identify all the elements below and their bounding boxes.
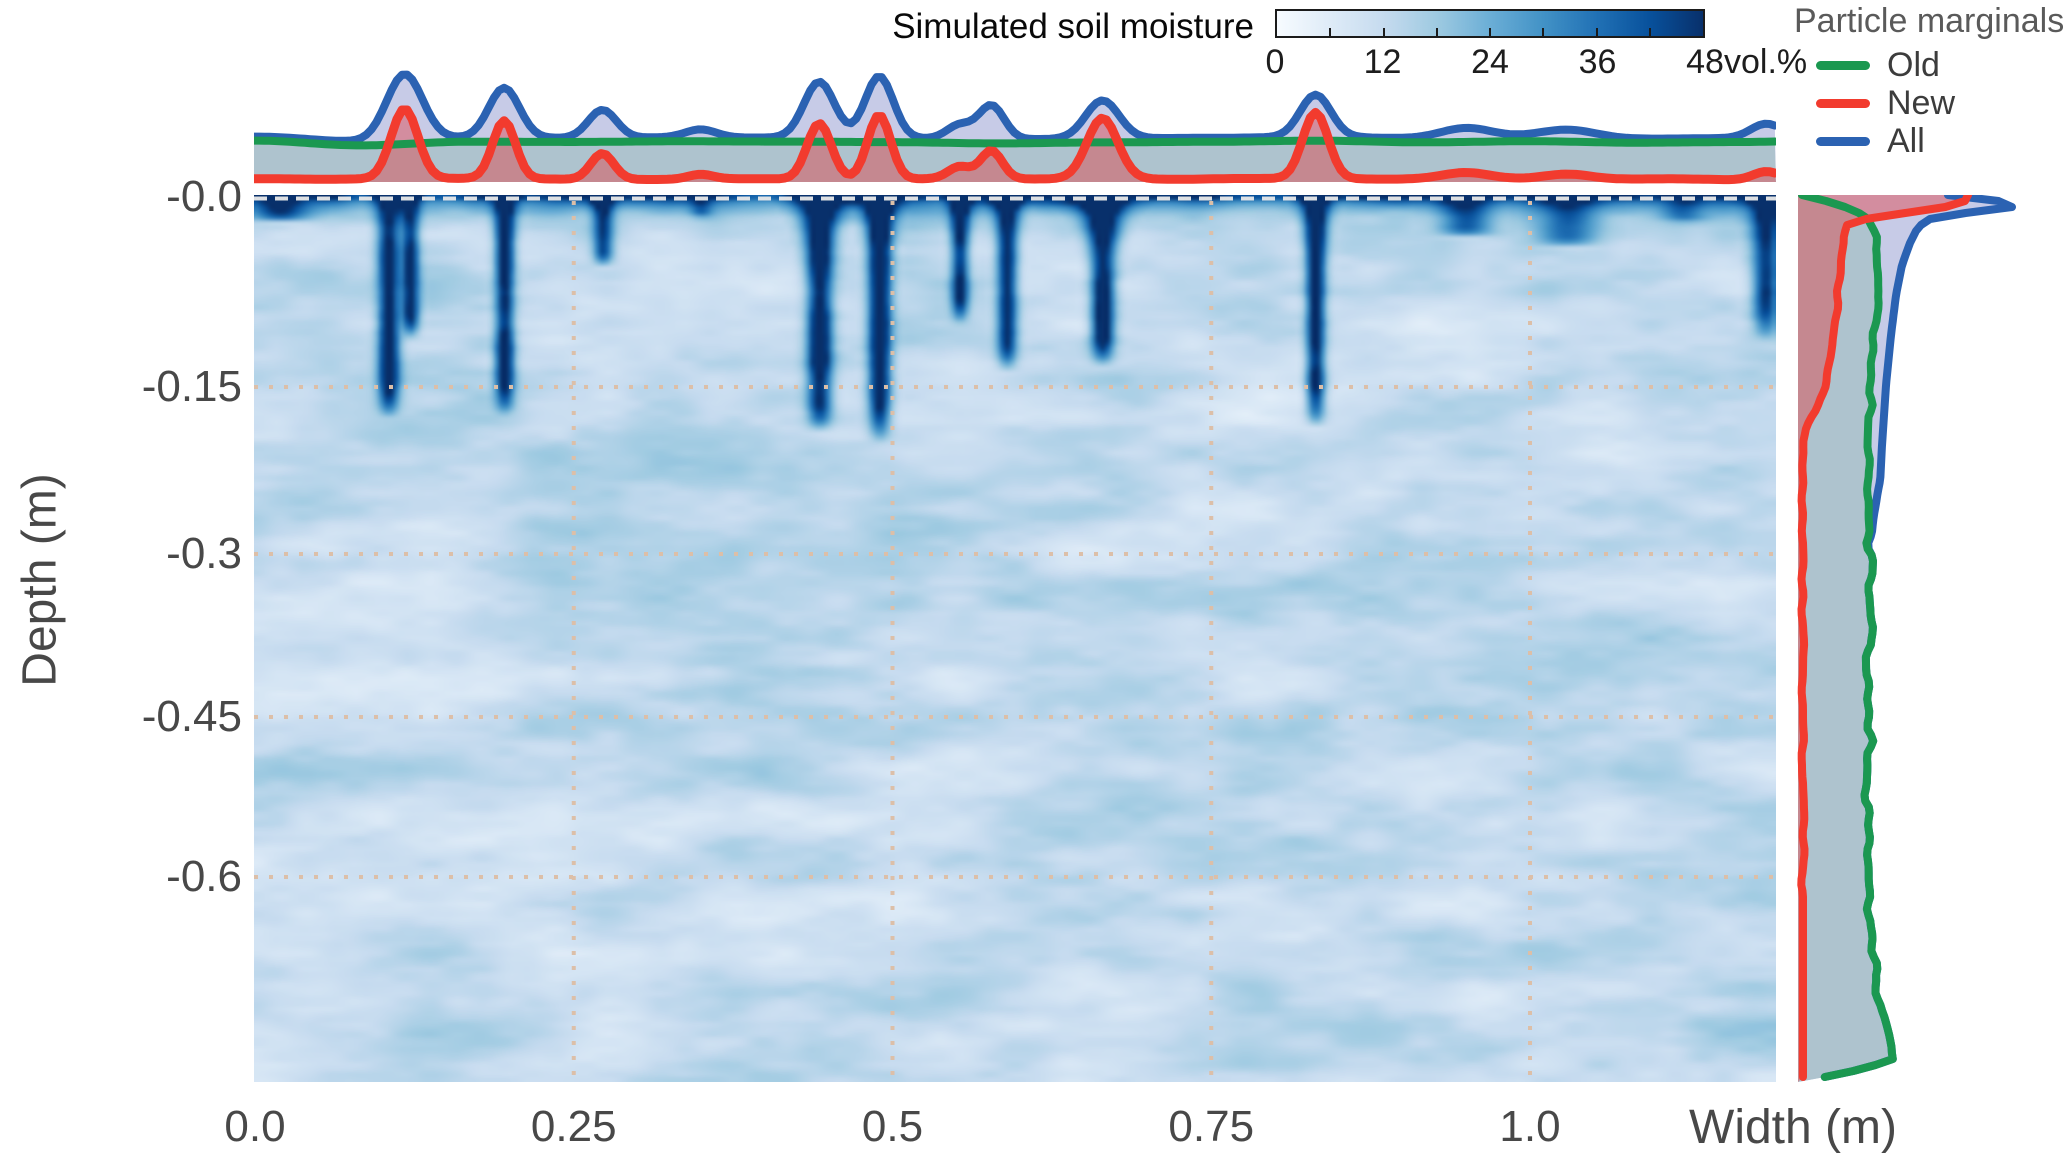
colorbar-tick [1648,28,1651,36]
y-tick-label: -0.0 [166,172,242,221]
top-marginal-old-fill [254,140,1776,182]
legend-title: Particle marginals [1794,2,2065,40]
legend-item-label: New [1887,83,1956,122]
legend-item: New [1794,84,2066,122]
x-tick-label: 0.5 [861,1102,924,1151]
heatmap-canvas [254,195,1776,1082]
heatmap-gridlines [254,196,1776,1082]
y-axis-label: Depth (m) [13,473,67,687]
legend-item-label: Old [1887,45,1940,84]
colorbar-tick [1329,28,1332,36]
right-marginal-old-line [1798,195,1897,1081]
colorbar-tick-label: 48 [1686,43,1724,81]
right-marginal-new-fill [1798,195,1968,1082]
colorbar-tick [1595,28,1598,36]
y-tick-label: -0.3 [166,529,242,578]
legend-items: Old New All [1794,46,2066,160]
colorbar-tick-label: 36 [1578,43,1617,81]
colorbar-tick [1435,28,1438,36]
legend-swatch-all [1816,136,1870,146]
x-tick-label: 1.0 [1499,1102,1561,1151]
top-marginal-new-line [254,105,1776,185]
x-tick-label: 0.25 [530,1102,617,1151]
colorbar-tick [1489,28,1491,36]
right-marginal-plot [1797,195,2016,1082]
colorbar-tick-label: 12 [1363,43,1402,81]
colorbar-tick [1542,28,1545,36]
colorbar-tick-labels: 0 12 24 36 48 vol.% [1266,43,1845,83]
colorbar [1275,9,1705,38]
top-marginal-plot [254,70,1776,185]
legend-item-label: All [1887,121,1925,160]
top-marginal-old-line [254,136,1776,150]
y-tick-label: -0.45 [141,692,242,741]
x-tick-label: 0.75 [1168,1102,1255,1151]
y-tick-label: -0.15 [141,362,242,411]
x-axis-label: Width (m) [1689,1101,1897,1154]
colorbar-unit-label: vol.% [1724,43,1808,81]
legend-swatch-new [1816,98,1870,108]
legend-swatch-old [1816,60,1870,70]
legend: Particle marginals Old New All [1794,2,2066,160]
colorbar-tick-label: 0 [1265,43,1285,81]
colorbar-tick [1382,28,1385,36]
right-marginal-old-fill [1798,195,1893,1082]
y-tick-label: -0.6 [166,852,242,901]
colorbar-title: Simulated soil moisture [892,7,1254,46]
right-marginal-new-line [1797,195,1972,1081]
colorbar-tick-label: 24 [1471,43,1509,81]
x-tick-label: 0.0 [224,1102,286,1151]
legend-item: Old [1794,46,2066,84]
legend-item: All [1794,122,2066,160]
top-marginal-all-line [254,70,1776,145]
